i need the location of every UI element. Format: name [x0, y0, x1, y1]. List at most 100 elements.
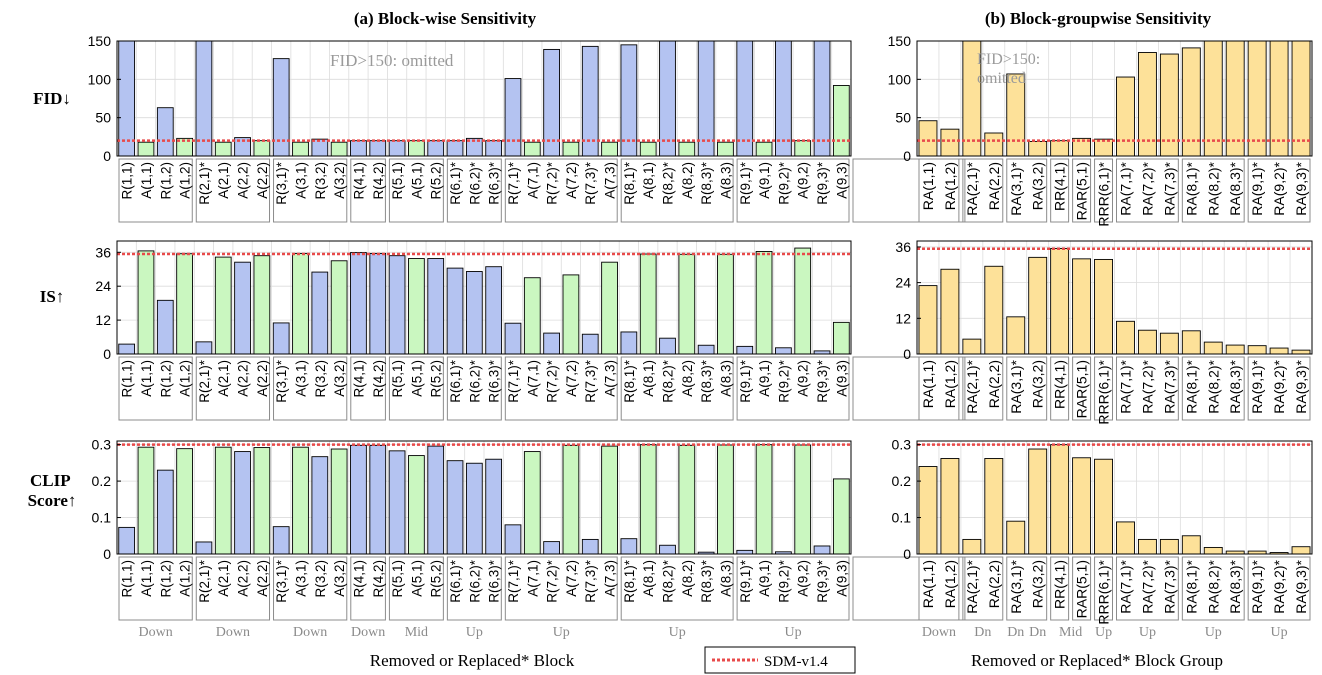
bar-A(2,2)	[253, 140, 271, 157]
y-tick-label: 50	[895, 110, 911, 126]
x-tick-label: A(8,1)	[641, 162, 656, 199]
bar-RA(9,3)*	[1291, 546, 1311, 555]
bar-A(9,1)	[755, 141, 773, 157]
label-group-box	[852, 158, 966, 223]
x-tick-label: RA(2,1)*	[964, 359, 980, 413]
bar-A(8,3)	[717, 444, 734, 555]
x-tick-label: RA(7,3)*	[1161, 559, 1177, 613]
label-group-box	[1072, 556, 1092, 621]
group-caption: Dn	[974, 625, 991, 640]
bar-A(2,1)	[214, 446, 232, 555]
x-tick-label: A(3,2)	[332, 360, 347, 397]
label-group-box	[273, 556, 348, 621]
x-tick-label: RA(1,1)	[920, 162, 936, 210]
x-tick-label: RA(1,2)	[942, 162, 958, 210]
bar-A(2,2)	[253, 447, 271, 555]
y-tick-label: 0.3	[892, 437, 912, 453]
x-tick-label: A(7,1)	[525, 560, 540, 597]
x-tick-label: RAR(5,1)	[1074, 162, 1090, 220]
x-tick-label: A(2,2)	[255, 360, 270, 397]
bar-RA(1,2)	[940, 458, 960, 555]
x-tick-label: R(8,3)*	[699, 559, 714, 603]
label-group-box	[504, 556, 618, 621]
panel-b-title: (b) Block-groupwise Sensitivity	[985, 9, 1212, 28]
x-tick-label: A(2,2)	[236, 360, 251, 397]
x-tick-label: R(6,1)*	[448, 559, 463, 603]
x-tick-label: R(7,3)*	[583, 559, 598, 603]
bar-RA(7,2)*	[1137, 538, 1157, 555]
x-tick-label: RA(3,1)*	[1008, 559, 1024, 613]
group-caption: Up	[1205, 625, 1222, 640]
x-tick-label: RRR(6,1)*	[1096, 359, 1112, 424]
bar-R(5,1)	[388, 450, 406, 555]
b-xlabel: Removed or Replaced* Block Group	[971, 651, 1223, 670]
x-tick-label: R(6,2)*	[467, 359, 482, 403]
bar-A(1,1)	[137, 250, 155, 355]
bar-A(8,2)	[678, 141, 696, 157]
x-tick-label: A(1,2)	[178, 560, 193, 597]
label-group-box	[1094, 556, 1113, 621]
bar-A(7,2)	[562, 141, 580, 157]
x-tick-label: R(6,1)*	[448, 359, 463, 403]
x-tick-label: RA(3,1)*	[1008, 161, 1024, 215]
x-tick-label: R(3,2)	[313, 162, 328, 200]
bar-R(7,2)*	[543, 541, 560, 555]
x-tick-label: A(9,1)	[757, 360, 772, 397]
x-tick-label: R(3,1)*	[274, 359, 289, 403]
x-tick-label: RA(2,1)*	[964, 161, 980, 215]
bar-A(2,2)	[234, 451, 251, 555]
bar-R(4,2)	[369, 252, 387, 355]
x-tick-label: RA(2,2)	[986, 560, 1002, 608]
x-tick-label: R(3,1)*	[274, 161, 289, 205]
x-tick-label: RA(9,2)*	[1271, 559, 1287, 613]
bar-A(3,2)	[330, 448, 348, 555]
x-tick-label: RA(8,1)*	[1183, 359, 1199, 413]
bar-R(9,2)*	[775, 347, 792, 355]
bar-RA(2,2)	[984, 132, 1004, 157]
bar-RA(9,2)*	[1269, 40, 1289, 157]
y-tick-label: 0	[103, 546, 111, 562]
x-tick-label: RA(3,1)*	[1008, 359, 1024, 413]
legend: SDM-v1.4	[704, 646, 856, 674]
bar-RA(9,3)*	[1291, 349, 1311, 355]
label-group-box	[273, 158, 348, 223]
y-tick-label: 0.3	[92, 437, 112, 453]
y-tick-label: 150	[88, 33, 112, 49]
x-tick-label: R(2,1)*	[197, 161, 212, 205]
bar-R(1,1)	[118, 343, 136, 355]
x-tick-label: A(9,3)	[834, 162, 849, 199]
x-tick-label: R(9,3)*	[815, 161, 830, 205]
bar-A(2,1)	[214, 256, 232, 355]
x-tick-label: R(7,1)*	[506, 359, 521, 403]
label-group-box	[388, 158, 444, 223]
x-tick-label: R(7,2)*	[545, 161, 560, 205]
x-tick-label: A(3,2)	[332, 162, 347, 199]
group-caption: Up	[466, 625, 483, 640]
label-group-box	[446, 158, 502, 223]
x-tick-label: R(1,2)	[158, 560, 173, 598]
bar-R(7,2)*	[543, 332, 560, 355]
y-tick-label: 36	[895, 239, 911, 255]
x-tick-label: R(1,2)	[158, 360, 173, 398]
group-caption: Up	[1139, 625, 1156, 640]
x-tick-label: A(3,1)	[294, 560, 309, 597]
label-group-box	[195, 356, 271, 421]
x-tick-label: A(9,1)	[757, 162, 772, 199]
label-group-box	[1050, 356, 1070, 421]
bar-R(8,3)*	[697, 40, 715, 157]
bar-R(6,1)*	[446, 460, 464, 555]
x-tick-label: A(2,2)	[255, 560, 270, 597]
x-tick-label: R(1,1)	[120, 162, 135, 200]
bar-R(3,2)	[311, 456, 329, 555]
group-caption: Up	[669, 625, 686, 640]
a-xlabel: Removed or Replaced* Block	[370, 651, 575, 670]
bar-A(7,1)	[523, 141, 541, 157]
x-tick-label: R(7,1)*	[506, 559, 521, 603]
group-caption: Up	[784, 625, 801, 640]
label-group-box	[1247, 158, 1311, 223]
x-tick-label: A(7,2)	[564, 560, 579, 597]
x-tick-label: A(3,1)	[294, 162, 309, 199]
group-caption: Down	[351, 625, 385, 640]
label-group-box	[736, 158, 850, 223]
